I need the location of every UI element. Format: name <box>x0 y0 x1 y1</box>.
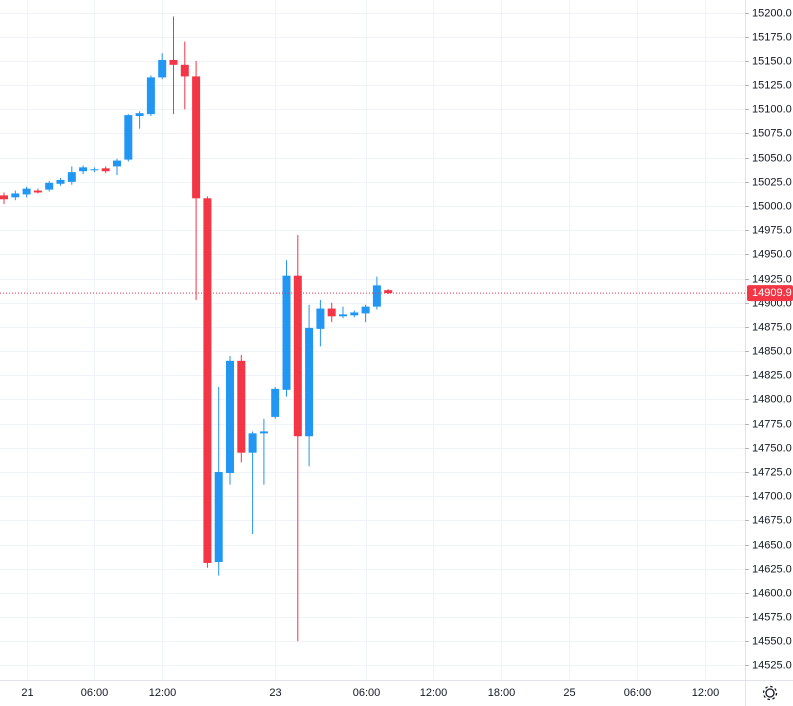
candle-body <box>67 172 76 182</box>
candle-body <box>293 275 302 437</box>
y-tick-label: 14750.0 <box>752 442 792 454</box>
candle-body <box>90 169 99 171</box>
candle-body <box>203 198 212 563</box>
y-tick-label: 14950.0 <box>752 248 792 260</box>
candle-body <box>135 113 144 117</box>
x-tick-label: 12:00 <box>149 687 177 699</box>
gear-teeth <box>762 685 778 701</box>
candle-body <box>192 76 201 199</box>
candle-body <box>226 360 234 474</box>
last-price-box <box>747 285 793 302</box>
x-tick-label: 25 <box>563 687 575 699</box>
y-tick-label: 14975.0 <box>752 224 792 236</box>
candle-body <box>158 59 167 78</box>
y-tick-label: 15000.0 <box>752 200 792 212</box>
y-tick-label: 14525.0 <box>752 659 792 671</box>
candle-body <box>327 308 336 317</box>
y-tick-label: 14600.0 <box>752 587 792 599</box>
candle-body <box>124 115 133 160</box>
grid <box>0 0 745 680</box>
candle-body <box>339 314 347 317</box>
candle-body <box>214 472 223 562</box>
y-tick-label: 14625.0 <box>752 563 792 575</box>
candle-body <box>271 388 280 417</box>
y-tick-label: 14800.0 <box>752 393 792 405</box>
candle-body <box>350 312 359 316</box>
candle-body <box>11 193 20 198</box>
y-tick-label: 15025.0 <box>752 176 792 188</box>
y-tick-label: 14775.0 <box>752 418 792 430</box>
last-price-label: 14909.9 <box>752 287 792 299</box>
candle-body <box>101 168 110 172</box>
y-tick-label: 14875.0 <box>752 321 792 333</box>
candle-body <box>372 285 381 307</box>
candle-body <box>180 64 189 77</box>
y-tick-label: 14925.0 <box>752 273 792 285</box>
y-tick-label: 15050.0 <box>752 152 792 164</box>
candle-body <box>316 308 325 329</box>
candle-body <box>146 77 155 115</box>
candle-body <box>33 190 42 193</box>
y-tick-label: 15100.0 <box>752 103 792 115</box>
candle-body <box>79 167 88 172</box>
gear-ring <box>765 688 775 698</box>
candle-body <box>113 160 121 167</box>
y-tick-label: 14575.0 <box>752 611 792 623</box>
y-tick-label: 15075.0 <box>752 127 792 139</box>
x-tick-label: 06:00 <box>624 687 652 699</box>
candle-body <box>248 433 257 453</box>
candle-body <box>305 327 314 437</box>
x-tick-label: 06:00 <box>353 687 381 699</box>
y-tick-label: 15200.0 <box>752 7 792 19</box>
candle-body <box>282 275 291 390</box>
x-tick-label: 12:00 <box>420 687 448 699</box>
candle-body <box>56 179 65 184</box>
y-tick-label: 15175.0 <box>752 31 792 43</box>
x-tick-label: 23 <box>269 687 281 699</box>
candle-body <box>22 188 31 195</box>
x-tick-label: 21 <box>21 687 33 699</box>
y-tick-label: 14675.0 <box>752 514 792 526</box>
y-tick-label: 14825.0 <box>752 369 792 381</box>
x-tick-label: 12:00 <box>692 687 720 699</box>
y-tick-label: 14725.0 <box>752 466 792 478</box>
candle-body <box>259 431 268 434</box>
y-tick-label: 14550.0 <box>752 635 792 647</box>
candle-body <box>237 360 246 453</box>
candle-body <box>45 182 54 190</box>
candle-body <box>169 59 178 65</box>
y-tick-label: 15125.0 <box>752 79 792 91</box>
candle-body <box>361 306 370 314</box>
y-tick-label: 14700.0 <box>752 490 792 502</box>
x-tick-label: 06:00 <box>81 687 109 699</box>
x-tick-label: 18:00 <box>488 687 516 699</box>
settings-icon[interactable] <box>762 685 778 701</box>
candle-body <box>384 290 393 294</box>
y-tick-label: 14850.0 <box>752 345 792 357</box>
candle-body <box>0 195 8 200</box>
y-tick-label: 15150.0 <box>752 55 792 67</box>
y-tick-label: 14650.0 <box>752 539 792 551</box>
